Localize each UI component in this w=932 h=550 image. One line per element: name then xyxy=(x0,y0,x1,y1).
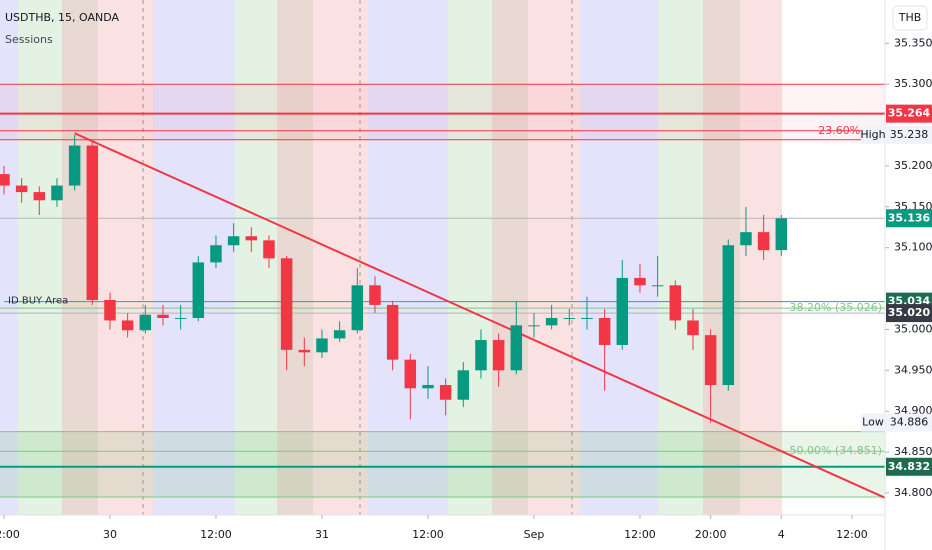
candle-body xyxy=(369,285,381,305)
candle-body xyxy=(157,314,169,318)
y-tick-label: 35.350 xyxy=(894,36,932,49)
tag-box xyxy=(861,125,885,144)
candle-body xyxy=(227,236,240,246)
candle-body xyxy=(775,218,788,251)
candle-body xyxy=(263,240,275,259)
candle-body xyxy=(563,317,576,319)
candle-body xyxy=(86,145,99,301)
y-tick-label: 35.100 xyxy=(894,241,932,254)
level-left-text: ID BUY Area xyxy=(8,296,68,307)
candle-body xyxy=(174,317,187,319)
tag-value: 35.238 xyxy=(890,128,929,141)
candle-body xyxy=(439,385,452,400)
y-tick-label: 35.300 xyxy=(894,77,932,90)
currency-label[interactable]: THB xyxy=(898,11,922,24)
y-tick-label: 35.000 xyxy=(894,322,932,335)
candle-body xyxy=(33,192,46,201)
candle-body xyxy=(316,338,328,353)
candle-body xyxy=(404,359,417,389)
price-badge-label: 35.020 xyxy=(888,306,931,319)
candle-body xyxy=(422,385,434,389)
y-tick-label: 35.200 xyxy=(894,159,932,172)
candle-body xyxy=(616,277,629,345)
session-backgrounds xyxy=(0,0,782,515)
candle-body xyxy=(51,185,63,201)
candle-body xyxy=(669,285,682,321)
candle-body xyxy=(475,340,487,371)
time-axis-bg xyxy=(0,515,885,550)
candle-body xyxy=(104,300,116,321)
candle-body xyxy=(492,340,505,371)
price-badge xyxy=(886,304,932,323)
candle-body xyxy=(687,320,699,336)
price-badge xyxy=(886,457,932,476)
candle-body xyxy=(15,185,28,193)
zone xyxy=(0,84,885,140)
zone xyxy=(0,431,885,498)
candle-body xyxy=(121,320,134,331)
candle-body xyxy=(280,258,293,350)
candle-body xyxy=(386,304,399,360)
candle-body xyxy=(740,232,752,246)
level-text: 50.00% (34.851) xyxy=(789,444,882,457)
candle-body xyxy=(192,262,205,318)
currency-button[interactable] xyxy=(892,5,928,31)
x-tick-label: 30 xyxy=(103,528,117,541)
x-tick-label: Sep xyxy=(524,528,545,541)
tag-label: Low xyxy=(862,416,884,429)
price-badge xyxy=(886,104,932,123)
level-text: 38.20% (35.026) xyxy=(789,301,882,314)
x-tick-label: 20:00 xyxy=(695,528,727,541)
price-badge-label: 35.136 xyxy=(888,211,931,224)
x-tick-label: 12:00 xyxy=(412,528,444,541)
y-tick-label: 34.950 xyxy=(894,363,932,376)
x-tick-label: 12:00 xyxy=(200,528,232,541)
candle-body xyxy=(68,145,81,186)
tag-box xyxy=(861,413,885,432)
candle-body xyxy=(351,285,364,331)
candle-body xyxy=(245,236,258,241)
candle-body xyxy=(510,325,523,371)
candle-body xyxy=(634,277,646,286)
candle-body xyxy=(457,370,470,400)
price-badge xyxy=(886,209,932,228)
x-tick-label: 12:00 xyxy=(0,528,20,541)
tag-value-box xyxy=(886,413,932,432)
x-tick-label: 12:00 xyxy=(624,528,656,541)
candle-body xyxy=(0,174,10,186)
candle-body xyxy=(757,232,770,251)
candle-body xyxy=(545,317,558,326)
y-tick-label: 34.800 xyxy=(894,486,932,499)
x-tick-label: 12:00 xyxy=(836,528,868,541)
tag-value: 34.886 xyxy=(890,416,929,429)
candle-body xyxy=(704,335,717,386)
x-tick-label: 4 xyxy=(778,528,785,541)
symbol-title: USDTHB, 15, OANDA xyxy=(5,11,120,24)
candle-body xyxy=(139,314,152,331)
candle-body xyxy=(210,245,222,263)
tag-label: High xyxy=(860,128,885,141)
candle-body xyxy=(651,285,664,287)
candle-body xyxy=(528,325,540,327)
y-tick-label: 34.850 xyxy=(894,445,932,458)
price-badge-label: 35.264 xyxy=(888,107,931,120)
price-badge-label: 34.832 xyxy=(888,460,930,473)
axes: 34.80034.85034.90034.95035.00035.10035.1… xyxy=(0,36,932,541)
x-tick-label: 31 xyxy=(315,528,329,541)
candle-body xyxy=(722,245,735,386)
tag-value-box xyxy=(886,125,932,144)
candle-body xyxy=(333,330,346,339)
trendline xyxy=(74,132,886,499)
candle-body xyxy=(581,317,593,319)
candle-body xyxy=(598,317,611,345)
candle-body xyxy=(298,349,311,353)
indicator-name: Sessions xyxy=(5,33,53,46)
